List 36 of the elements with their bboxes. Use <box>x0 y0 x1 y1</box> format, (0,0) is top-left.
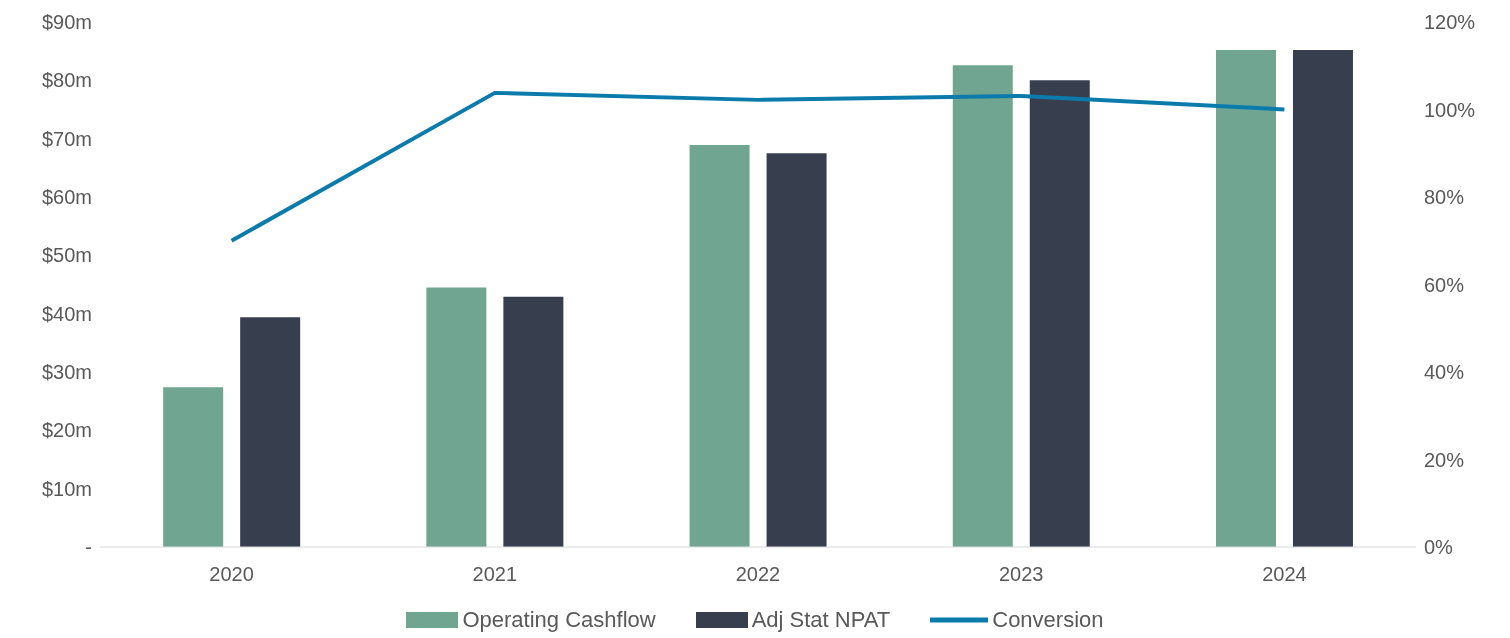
x-tick-label: 2022 <box>735 563 781 586</box>
y2-tick-label: 40% <box>1424 361 1465 384</box>
y2-tick-label: 80% <box>1424 186 1465 209</box>
bar <box>952 65 1013 547</box>
legend-label: Operating Cashflow <box>462 607 656 633</box>
y-tick-label: $20m <box>41 419 92 442</box>
y2-tick-label: 20% <box>1424 448 1465 471</box>
x-tick-label: 2023 <box>998 563 1044 586</box>
y2-tick-label: 60% <box>1424 273 1465 296</box>
y-tick-label: $70m <box>41 127 92 150</box>
x-tick-label: 2024 <box>1262 563 1307 586</box>
y-tick-label: $80m <box>41 69 92 92</box>
bar <box>240 317 301 547</box>
bar <box>426 287 487 547</box>
y-tick-label: - <box>85 536 92 559</box>
y-tick-label: $10m <box>41 477 92 500</box>
bar <box>1292 50 1353 547</box>
y-tick-label: $90m <box>41 11 92 34</box>
y-tick-label: $40m <box>41 302 92 325</box>
legend-label: Conversion <box>992 607 1104 633</box>
y-tick-label: $30m <box>41 361 92 384</box>
y-tick-label: $50m <box>41 244 92 267</box>
bar <box>689 145 750 547</box>
bar <box>766 153 827 547</box>
bar <box>1215 50 1276 547</box>
legend-label: Adj Stat NPAT <box>751 607 891 633</box>
x-tick-label: 2021 <box>472 563 518 586</box>
bar <box>1029 80 1090 547</box>
x-tick-label: 2020 <box>209 563 254 586</box>
y2-tick-label: 0% <box>1424 536 1454 559</box>
bar <box>503 296 564 547</box>
y-tick-label: $60m <box>41 186 92 209</box>
y2-tick-label: 120% <box>1424 11 1476 34</box>
line-series <box>229 90 1287 243</box>
y2-tick-label: 100% <box>1424 98 1476 121</box>
bar <box>163 387 224 547</box>
